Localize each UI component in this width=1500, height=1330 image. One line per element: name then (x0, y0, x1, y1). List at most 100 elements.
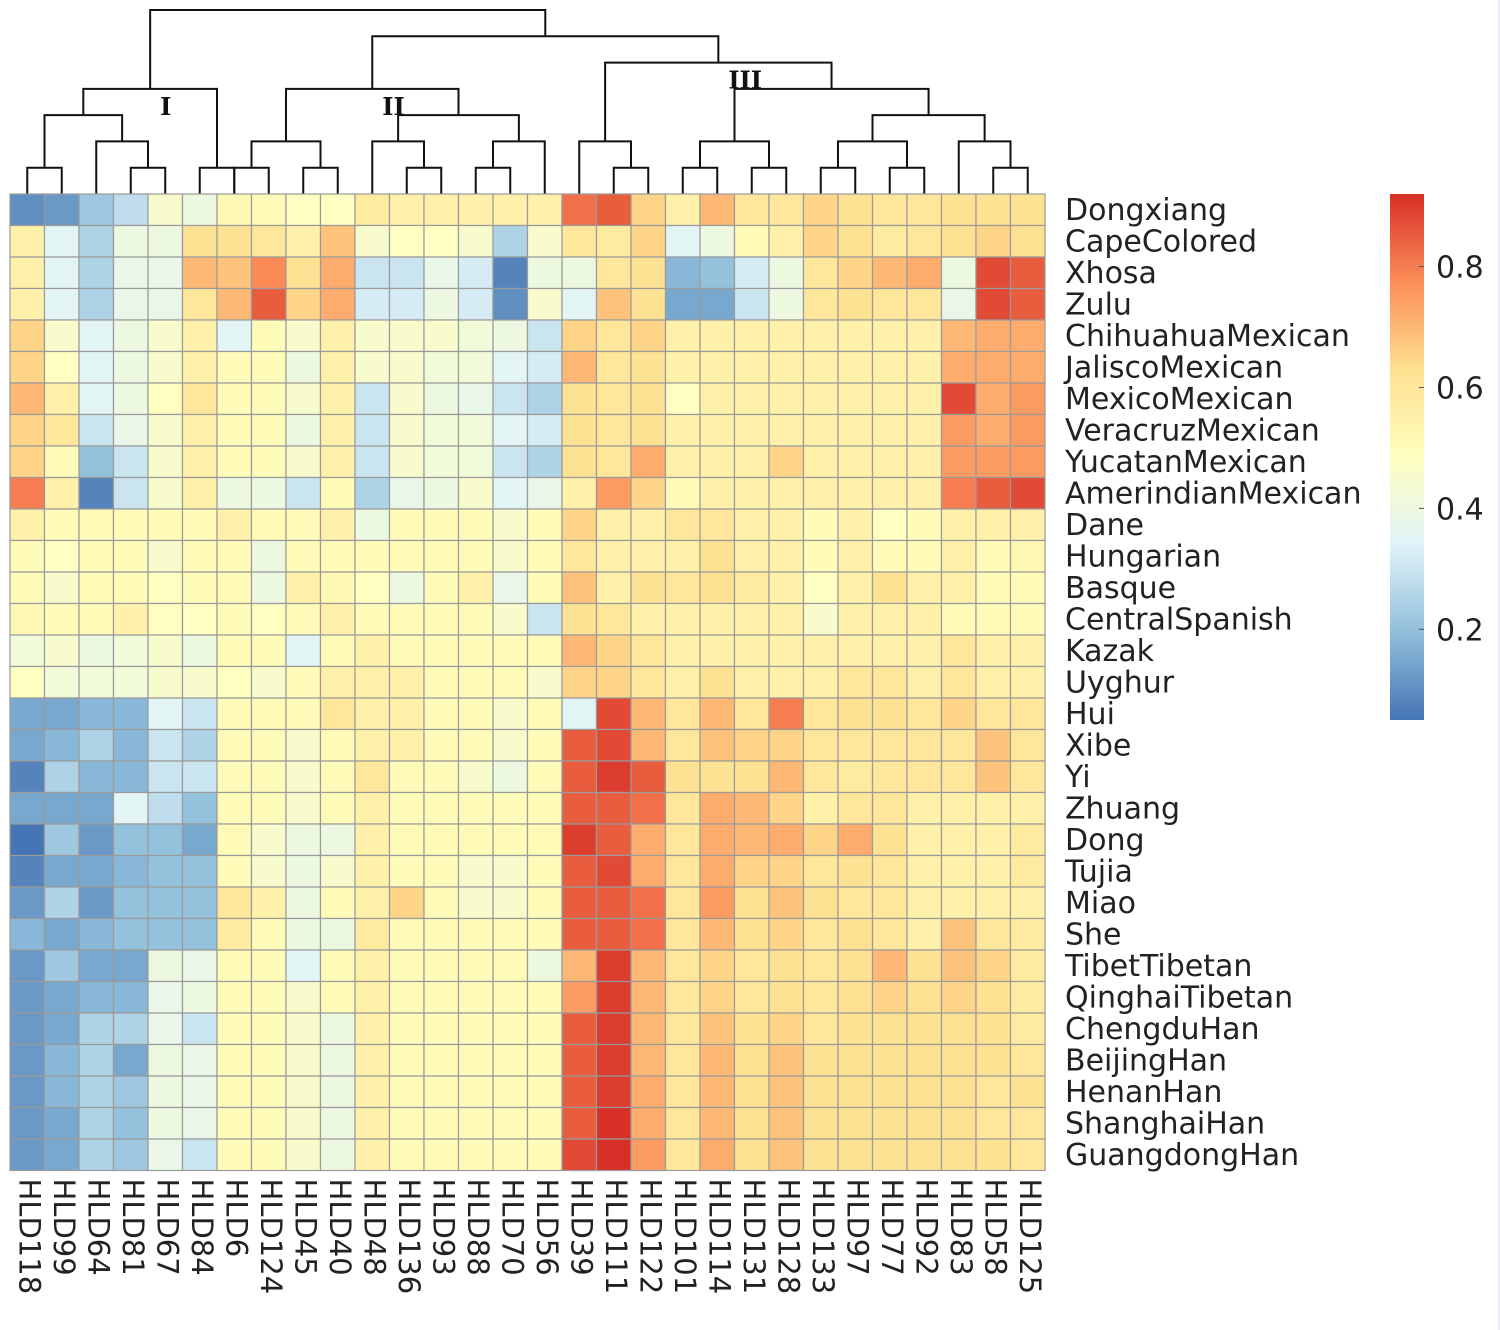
heatmap-cell (802, 413, 839, 447)
heatmap-cell (216, 1138, 253, 1172)
heatmap-cell (940, 760, 977, 794)
heatmap-cell (630, 917, 667, 951)
heatmap-cell (526, 476, 563, 510)
heatmap-cell (319, 1012, 356, 1046)
column-label: HLD81 (116, 1179, 150, 1276)
heatmap-cell (630, 665, 667, 699)
heatmap-cell (561, 413, 598, 447)
heatmap-cell (78, 1138, 115, 1172)
heatmap-cell (492, 193, 529, 227)
row-label: Dongxiang (1065, 193, 1227, 228)
heatmap-cell (699, 949, 736, 983)
heatmap-cell (354, 886, 391, 920)
row-label: MexicoMexican (1065, 382, 1294, 417)
heatmap-cell (112, 886, 149, 920)
heatmap-cell (940, 476, 977, 510)
heatmap-cell (388, 508, 425, 542)
heatmap-cell (112, 256, 149, 290)
heatmap-cell (768, 697, 805, 731)
heatmap-cell (388, 602, 425, 636)
heatmap-cell (43, 917, 80, 951)
heatmap-cell (319, 602, 356, 636)
heatmap-cell (975, 634, 1012, 668)
heatmap-cell (112, 728, 149, 762)
heatmap-cell (354, 256, 391, 290)
heatmap-cell (112, 445, 149, 479)
heatmap-cell (319, 413, 356, 447)
heatmap-cell (871, 382, 908, 416)
column-label: HLD92 (909, 1179, 943, 1276)
heatmap-cell (664, 980, 701, 1014)
heatmap-cell (285, 1106, 322, 1140)
dendrogram-branch (888, 166, 926, 194)
heatmap-cell (354, 823, 391, 857)
heatmap-cell (526, 823, 563, 857)
heatmap-cell (699, 256, 736, 290)
heatmap-cell (354, 665, 391, 699)
heatmap-cell (319, 445, 356, 479)
row-label: Basque (1065, 571, 1176, 606)
heatmap-cell (112, 917, 149, 951)
heatmap-cell (561, 1043, 598, 1077)
heatmap-cell (526, 697, 563, 731)
heatmap-cell (285, 319, 322, 353)
heatmap-cell (43, 1012, 80, 1046)
colorbar-tick-label: 0.8 (1436, 251, 1484, 286)
column-label: HLD70 (495, 1179, 529, 1276)
heatmap-cell (423, 193, 460, 227)
heatmap-cell (147, 697, 184, 731)
heatmap-cell (112, 1138, 149, 1172)
heatmap-cell (940, 256, 977, 290)
heatmap-cell (285, 287, 322, 321)
heatmap-cell (181, 980, 218, 1014)
heatmap-cell (78, 665, 115, 699)
heatmap-cell (285, 350, 322, 384)
heatmap-cell (147, 949, 184, 983)
heatmap-cell (492, 917, 529, 951)
heatmap-cell (9, 413, 46, 447)
heatmap-cell (595, 1075, 632, 1109)
heatmap-cell (354, 1138, 391, 1172)
heatmap-cell (561, 539, 598, 573)
heatmap-cell (319, 697, 356, 731)
heatmap-cell (664, 224, 701, 258)
heatmap-cell (837, 193, 874, 227)
heatmap-cell (561, 350, 598, 384)
heatmap-cell (802, 287, 839, 321)
heatmap-cell (112, 287, 149, 321)
heatmap-cell (147, 917, 184, 951)
heatmap-cell (354, 1106, 391, 1140)
dendrogram-branch (95, 140, 149, 194)
heatmap-cell (1009, 382, 1046, 416)
heatmap-cell (940, 728, 977, 762)
heatmap-cell (43, 886, 80, 920)
heatmap-cell (457, 319, 494, 353)
heatmap-cell (802, 949, 839, 983)
heatmap-cell (975, 508, 1012, 542)
heatmap-cell (181, 445, 218, 479)
heatmap-cell (354, 791, 391, 825)
heatmap-cell (975, 413, 1012, 447)
column-label: HLD131 (737, 1179, 771, 1295)
heatmap-cell (733, 1106, 770, 1140)
heatmap-cell (216, 665, 253, 699)
row-label: QinghaiTibetan (1065, 980, 1293, 1015)
heatmap-cell (630, 571, 667, 605)
heatmap-cell (388, 476, 425, 510)
heatmap-cell (940, 665, 977, 699)
heatmap-cell (181, 917, 218, 951)
heatmap-cell (837, 571, 874, 605)
heatmap-cell (526, 445, 563, 479)
heatmap-cell (561, 665, 598, 699)
heatmap-cell (147, 539, 184, 573)
heatmap-cell (423, 539, 460, 573)
heatmap-cell (43, 602, 80, 636)
heatmap-cell (768, 917, 805, 951)
heatmap-cell (561, 980, 598, 1014)
heatmap-cell (975, 319, 1012, 353)
heatmap-cell (9, 1138, 46, 1172)
heatmap-cell (699, 1043, 736, 1077)
heatmap-cell (354, 1075, 391, 1109)
heatmap-cell (9, 791, 46, 825)
heatmap-cell (250, 760, 287, 794)
